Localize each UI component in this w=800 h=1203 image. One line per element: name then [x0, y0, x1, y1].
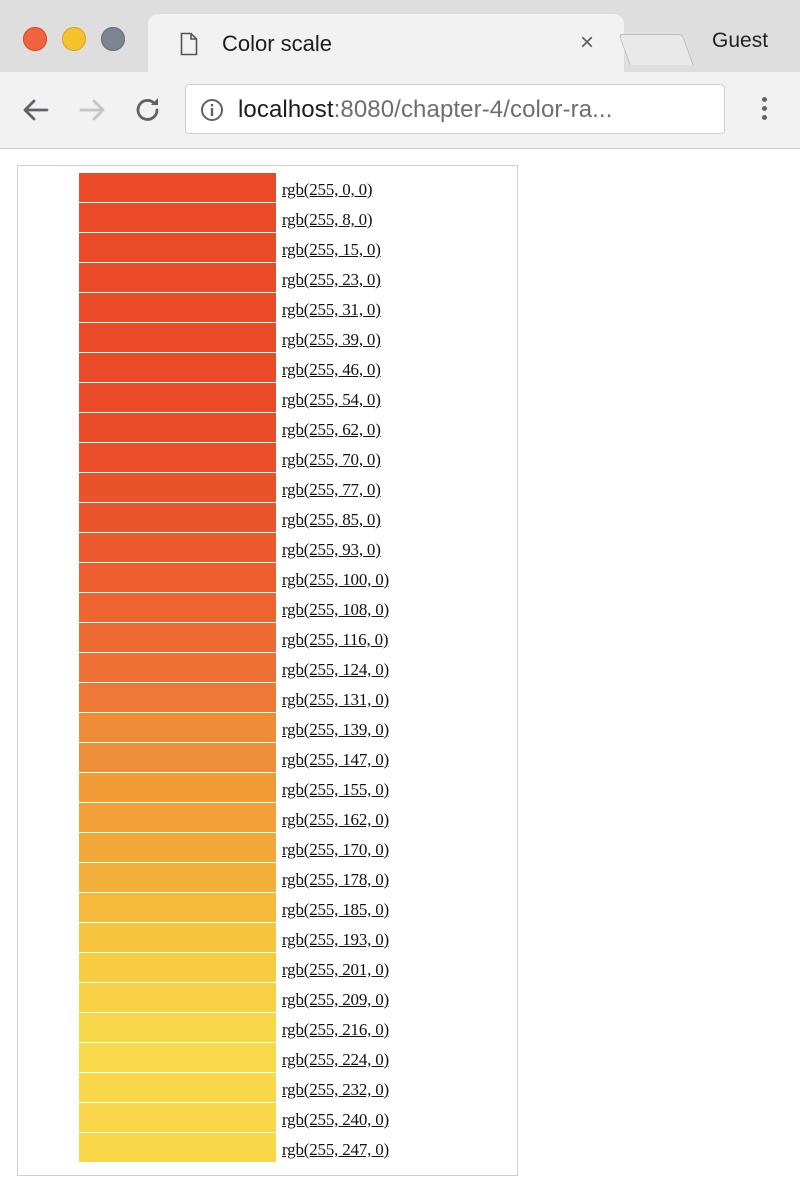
- address-bar[interactable]: localhost:8080/chapter-4/color-ra...: [185, 84, 725, 134]
- color-swatch: [79, 203, 276, 232]
- color-value-link[interactable]: rgb(255, 185, 0): [282, 900, 389, 919]
- color-value-link[interactable]: rgb(255, 93, 0): [282, 540, 381, 559]
- color-swatch: [79, 383, 276, 412]
- color-swatch: [79, 773, 276, 802]
- color-swatch: [79, 233, 276, 262]
- color-value-link[interactable]: rgb(255, 147, 0): [282, 750, 389, 769]
- color-swatch: [79, 593, 276, 622]
- color-swatch: [79, 1043, 276, 1072]
- color-swatch: [79, 893, 276, 922]
- color-value-link[interactable]: rgb(255, 178, 0): [282, 870, 389, 889]
- color-swatch: [79, 713, 276, 742]
- color-swatch: [79, 653, 276, 682]
- color-value-link[interactable]: rgb(255, 0, 0): [282, 180, 373, 199]
- color-swatch: [79, 443, 276, 472]
- color-swatch: [79, 323, 276, 352]
- color-swatch: [79, 353, 276, 382]
- color-swatch: [79, 623, 276, 652]
- color-value-link[interactable]: rgb(255, 8, 0): [282, 210, 373, 229]
- color-value-link[interactable]: rgb(255, 224, 0): [282, 1050, 389, 1069]
- color-value-link[interactable]: rgb(255, 201, 0): [282, 960, 389, 979]
- color-value-link[interactable]: rgb(255, 23, 0): [282, 270, 381, 289]
- tab-color-scale[interactable]: Color scale ×: [148, 14, 624, 76]
- color-swatch: [79, 923, 276, 952]
- color-swatch: [79, 533, 276, 562]
- color-value-link[interactable]: rgb(255, 116, 0): [282, 630, 389, 649]
- color-value-link[interactable]: rgb(255, 124, 0): [282, 660, 389, 679]
- color-swatch: [79, 173, 276, 202]
- color-value-link[interactable]: rgb(255, 193, 0): [282, 930, 389, 949]
- url-path: :8080/chapter-4/color-ra...: [333, 96, 613, 123]
- color-value-link[interactable]: rgb(255, 31, 0): [282, 300, 381, 319]
- color-value-link[interactable]: rgb(255, 232, 0): [282, 1080, 389, 1099]
- color-swatch: [79, 953, 276, 982]
- kebab-menu-icon[interactable]: [752, 94, 776, 128]
- color-value-link[interactable]: rgb(255, 240, 0): [282, 1110, 389, 1129]
- color-value-link[interactable]: rgb(255, 209, 0): [282, 990, 389, 1009]
- color-swatch: [79, 863, 276, 892]
- color-value-link[interactable]: rgb(255, 162, 0): [282, 810, 389, 829]
- color-value-link[interactable]: rgb(255, 70, 0): [282, 450, 381, 469]
- color-value-link[interactable]: rgb(255, 85, 0): [282, 510, 381, 529]
- color-scale-container: rgb(255, 0, 0) rgb(255, 8, 0) rgb(255, 15,…: [17, 165, 518, 1176]
- color-swatch: [79, 503, 276, 532]
- window-zoom-button[interactable]: [101, 27, 125, 51]
- url-host: localhost: [238, 96, 334, 123]
- url-text[interactable]: localhost:8080/chapter-4/color-ra...: [238, 96, 612, 124]
- color-swatch: [79, 1103, 276, 1132]
- tab-title: Color scale: [222, 31, 333, 56]
- color-value-link[interactable]: rgb(255, 170, 0): [282, 840, 389, 859]
- color-value-link[interactable]: rgb(255, 139, 0): [282, 720, 389, 739]
- color-swatch: [79, 983, 276, 1012]
- profile-label[interactable]: Guest: [712, 29, 769, 52]
- browser-titlebar: Color scale × Guest: [0, 0, 800, 76]
- info-icon[interactable]: [200, 98, 224, 122]
- color-value-link[interactable]: rgb(255, 39, 0): [282, 330, 381, 349]
- color-swatch: [79, 1073, 276, 1102]
- color-value-link[interactable]: rgb(255, 108, 0): [282, 600, 389, 619]
- color-swatch: [79, 833, 276, 862]
- color-value-link[interactable]: rgb(255, 46, 0): [282, 360, 381, 379]
- color-swatch: [79, 803, 276, 832]
- tab-close-icon[interactable]: ×: [579, 29, 594, 56]
- reload-icon[interactable]: [132, 94, 164, 126]
- color-value-link[interactable]: rgb(255, 100, 0): [282, 570, 389, 589]
- color-value-link[interactable]: rgb(255, 216, 0): [282, 1020, 389, 1039]
- color-swatch: [79, 563, 276, 592]
- window-minimize-button[interactable]: [62, 27, 86, 51]
- new-tab-button[interactable]: [618, 34, 694, 65]
- color-value-link[interactable]: rgb(255, 77, 0): [282, 480, 381, 499]
- color-swatch: [79, 683, 276, 712]
- window-close-button[interactable]: [23, 27, 47, 51]
- color-value-link[interactable]: rgb(255, 155, 0): [282, 780, 389, 799]
- color-swatch: [79, 473, 276, 502]
- color-value-link[interactable]: rgb(255, 15, 0): [282, 240, 381, 259]
- color-swatch: [79, 1133, 276, 1162]
- color-value-link[interactable]: rgb(255, 131, 0): [282, 690, 389, 709]
- color-swatch: [79, 293, 276, 322]
- color-swatch: [79, 743, 276, 772]
- color-value-link[interactable]: rgb(255, 247, 0): [282, 1140, 389, 1159]
- color-swatch: [79, 263, 276, 292]
- back-arrow-icon[interactable]: [20, 94, 52, 126]
- color-swatch: [79, 1013, 276, 1042]
- color-swatch: [79, 413, 276, 442]
- color-value-link[interactable]: rgb(255, 54, 0): [282, 390, 381, 409]
- color-value-link[interactable]: rgb(255, 62, 0): [282, 420, 381, 439]
- forward-arrow-icon[interactable]: [76, 94, 108, 126]
- page-icon: [180, 32, 198, 56]
- browser-toolbar: localhost:8080/chapter-4/color-ra...: [0, 72, 800, 149]
